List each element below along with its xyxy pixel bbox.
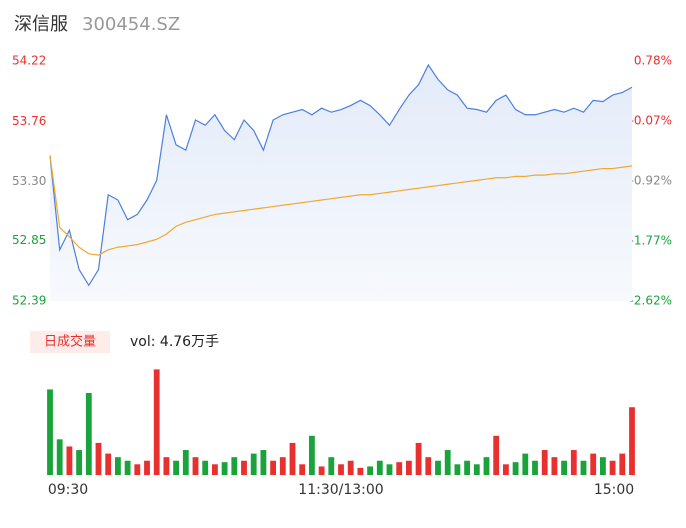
volume-bar xyxy=(415,442,422,475)
volume-bar xyxy=(347,460,354,475)
volume-bar xyxy=(502,464,509,475)
volume-bar xyxy=(357,467,364,475)
volume-bar xyxy=(250,453,257,475)
volume-bar xyxy=(570,450,577,475)
volume-bar xyxy=(532,460,538,475)
y2-tick-label: -0.07% xyxy=(630,114,672,128)
volume-bar xyxy=(609,460,616,475)
volume-bar xyxy=(47,389,53,475)
stock-code: 300454.SZ xyxy=(82,14,180,35)
volume-bar xyxy=(95,442,102,475)
volume-bar xyxy=(396,462,403,475)
y2-tick-label: -0.92% xyxy=(630,174,672,188)
volume-bar xyxy=(56,439,63,475)
price-area xyxy=(50,64,632,302)
volume-bar xyxy=(580,460,587,475)
volume-bar xyxy=(279,457,286,475)
volume-bar xyxy=(473,464,480,475)
volume-bar xyxy=(241,460,247,475)
volume-bar xyxy=(561,460,568,475)
volume-bar xyxy=(289,442,296,475)
volume-bar xyxy=(435,460,441,475)
volume-bar xyxy=(444,450,451,475)
volume-bar xyxy=(299,464,306,475)
y-tick-label: 53.30 xyxy=(12,174,46,188)
volume-bar xyxy=(483,457,490,475)
volume-bar xyxy=(270,460,277,475)
x-tick-label: 11:30/13:00 xyxy=(298,482,383,498)
y-tick-label: 54.22 xyxy=(12,54,46,68)
volume-bar xyxy=(163,457,170,475)
volume-bar xyxy=(425,457,432,475)
volume-bar xyxy=(308,435,315,475)
y-tick-label: 52.85 xyxy=(12,233,46,247)
series-line xyxy=(49,155,633,256)
volume-bar xyxy=(211,464,218,475)
y2-tick-label: -2.62% xyxy=(630,294,672,308)
volume-bar xyxy=(376,460,383,475)
volume-bar xyxy=(202,460,209,475)
volume-button-bg[interactable] xyxy=(30,331,110,353)
volume-bar xyxy=(629,407,635,475)
volume-bar xyxy=(599,457,606,475)
volume-bar xyxy=(124,460,131,475)
y2-tick-label: -1.77% xyxy=(630,234,672,248)
volume-bar xyxy=(464,460,471,475)
volume-bar xyxy=(144,460,150,475)
volume-bar xyxy=(114,457,121,475)
volume-bar xyxy=(105,453,112,475)
y-tick-label: 53.76 xyxy=(12,114,46,128)
volume-bar xyxy=(493,435,500,475)
stock-name: 深信服 xyxy=(14,14,68,35)
volume-bar xyxy=(192,457,199,475)
volume-text: vol: 4.76万手 xyxy=(130,334,219,350)
x-tick-label: 15:00 xyxy=(594,482,634,498)
volume-bar xyxy=(590,453,597,475)
volume-bar xyxy=(512,462,519,475)
volume-bar xyxy=(221,462,228,475)
volume-bar xyxy=(76,450,83,475)
volume-bar xyxy=(367,466,374,475)
volume-bar xyxy=(454,464,461,475)
volume-bar xyxy=(541,450,548,475)
volume-bar xyxy=(318,466,325,475)
volume-bar xyxy=(260,450,267,475)
series-line xyxy=(49,63,633,287)
volume-bar xyxy=(153,369,160,475)
volume-bar xyxy=(85,392,92,475)
y2-tick-label: 0.78% xyxy=(634,54,672,68)
x-tick-label: 09:30 xyxy=(48,482,88,498)
y-tick-label: 52.39 xyxy=(12,294,46,308)
volume-bar xyxy=(551,457,558,475)
volume-bar xyxy=(231,457,238,475)
volume-bar xyxy=(405,460,412,475)
volume-bar xyxy=(522,453,529,475)
volume-button[interactable]: 日成交量 xyxy=(44,334,96,350)
volume-bar xyxy=(386,464,393,475)
volume-bar xyxy=(182,450,189,475)
volume-bar xyxy=(173,460,180,475)
volume-bar xyxy=(66,446,73,475)
volume-bar xyxy=(328,457,335,475)
volume-bar xyxy=(619,453,626,475)
volume-bar xyxy=(134,464,141,475)
volume-bar xyxy=(338,464,344,475)
